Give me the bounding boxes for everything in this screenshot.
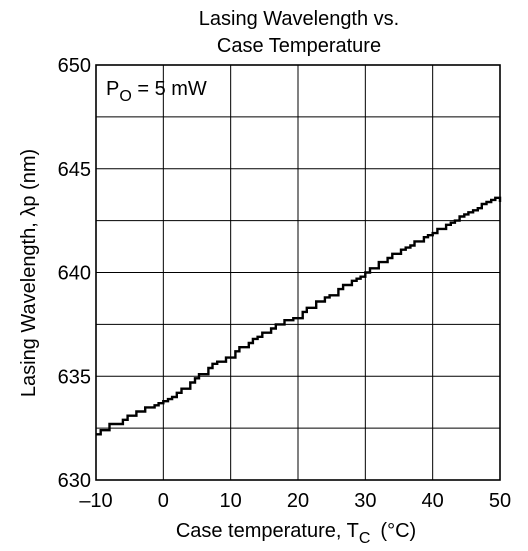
- annotation: PO = 5 mW: [106, 78, 207, 105]
- x-tick-label: 40: [422, 490, 444, 512]
- x-axis-label: Case temperature, TC (°C): [176, 520, 416, 547]
- x-axis-label-sub: C: [359, 530, 371, 547]
- x-tick-label: –10: [79, 490, 112, 512]
- annotation-tail: = 5 mW: [132, 78, 207, 100]
- annotation-sub: O: [119, 88, 131, 105]
- y-tick-label: 640: [58, 263, 91, 285]
- x-tick-label: 50: [489, 490, 511, 512]
- series-line: [96, 196, 502, 436]
- x-tick-label: 0: [158, 490, 169, 512]
- x-axis-label-main: Case temperature, T: [176, 520, 359, 542]
- chart-title-line-1: Lasing Wavelength vs.: [199, 8, 399, 30]
- x-tick-label: 30: [354, 490, 376, 512]
- y-tick-label: 650: [58, 55, 91, 77]
- x-tick-label: 20: [287, 490, 309, 512]
- y-tick-labels: 630 635 640 645 650: [58, 55, 91, 492]
- y-tick-label: 630: [58, 470, 91, 492]
- annotation-p: P: [106, 78, 119, 100]
- grid: [95, 64, 501, 481]
- x-axis-label-unit: (°C): [380, 520, 416, 542]
- chart-title-line-2: Case Temperature: [217, 35, 381, 57]
- y-tick-label: 635: [58, 366, 91, 388]
- x-tick-labels: –10 0 10 20 30 40 50: [79, 490, 511, 512]
- plot-frame: [95, 64, 501, 481]
- y-tick-label: 645: [58, 159, 91, 181]
- y-axis-label: Lasing Wavelength, λp (nm): [18, 149, 40, 397]
- x-tick-label: 10: [220, 490, 242, 512]
